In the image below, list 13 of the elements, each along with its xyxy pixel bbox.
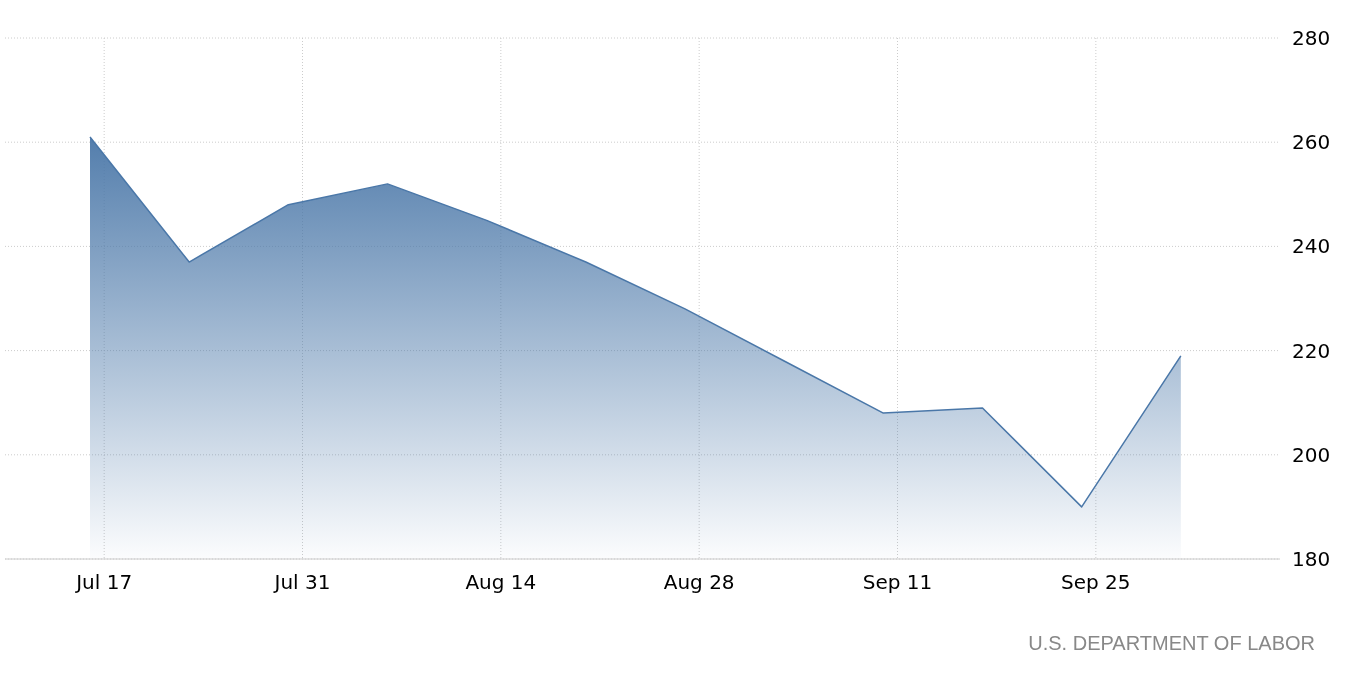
- y-tick-label: 200: [1292, 442, 1331, 467]
- text: U.S. DEPARTMENT OF LABOR: [1028, 632, 1315, 654]
- x-tick-label: Sep 25: [1061, 570, 1131, 594]
- x-tick-label: Jul 17: [74, 570, 133, 594]
- y-tick-label: 240: [1292, 234, 1331, 259]
- y-tick-label: 280: [1292, 26, 1331, 50]
- x-tick-label: Aug 28: [663, 570, 735, 594]
- y-tick-label: 260: [1292, 130, 1331, 155]
- x-tick-label: Sep 11: [862, 570, 933, 594]
- x-tick-label: Aug 14: [465, 570, 537, 594]
- y-tick-label: 180: [1292, 547, 1331, 571]
- x-tick-label: Jul 31: [272, 570, 331, 594]
- y-tick-label: 220: [1292, 338, 1331, 363]
